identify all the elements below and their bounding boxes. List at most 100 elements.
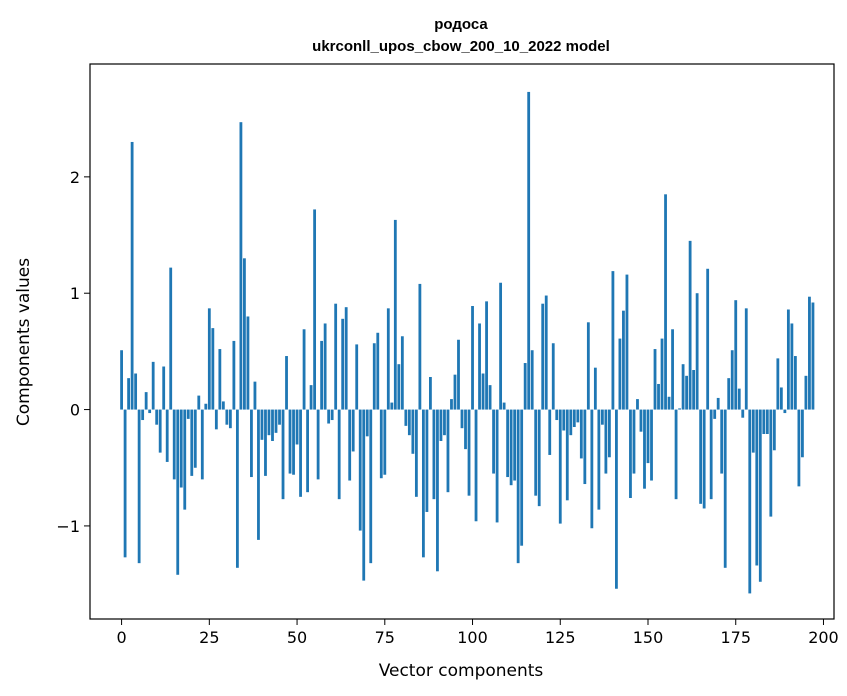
bar-component-44 [274, 409, 278, 433]
bar-component-194 [801, 409, 804, 458]
bar-component-13 [165, 409, 169, 462]
bar-component-8 [148, 409, 152, 414]
bar-component-46 [281, 409, 285, 500]
bar-component-184 [765, 409, 769, 434]
bar-component-85 [418, 283, 422, 410]
bar-component-102 [478, 323, 481, 410]
bar-component-74 [379, 409, 383, 479]
bar-component-20 [190, 409, 194, 476]
bar-component-31 [228, 409, 232, 429]
bar-component-38 [253, 381, 257, 410]
y-tick-label: 2 [70, 168, 80, 187]
bar-component-114 [520, 409, 524, 546]
bar-component-164 [695, 293, 699, 410]
bar-component-146 [632, 409, 636, 474]
bar-component-22 [197, 395, 201, 410]
bar-component-80 [400, 336, 404, 410]
bar-component-191 [790, 323, 794, 410]
bar-component-45 [278, 409, 281, 425]
bar-component-27 [214, 409, 218, 430]
bar-component-155 [664, 194, 667, 410]
bar-component-120 [541, 303, 545, 410]
bar-component-161 [685, 375, 689, 410]
bar-component-17 [179, 409, 183, 488]
bar-component-112 [513, 409, 517, 481]
bar-component-72 [372, 343, 376, 410]
bar-component-189 [783, 409, 787, 414]
bar-component-115 [523, 363, 527, 410]
bar-component-53 [306, 409, 309, 493]
bar-component-76 [386, 308, 390, 410]
bar-component-58 [323, 323, 327, 410]
bar-component-158 [674, 409, 678, 500]
bar-component-51 [299, 409, 302, 497]
bar-component-9 [151, 361, 155, 410]
bar-component-126 [562, 409, 566, 431]
y-tick-label: −1 [56, 517, 80, 536]
bar-component-147 [636, 399, 639, 410]
bar-component-40 [260, 409, 264, 440]
bar-component-167 [706, 268, 710, 410]
bar-component-96 [457, 339, 460, 410]
bar-component-100 [471, 306, 474, 410]
x-tick-label: 200 [808, 628, 839, 647]
bar-component-148 [639, 409, 643, 432]
bar-component-157 [671, 329, 674, 410]
y-tick-label: 1 [70, 284, 80, 303]
bar-component-0 [120, 350, 123, 410]
bar-component-33 [235, 409, 239, 568]
bar-component-170 [716, 397, 720, 410]
bar-component-63 [341, 318, 345, 410]
bar-component-101 [474, 409, 478, 522]
bar-component-136 [597, 409, 601, 510]
bar-component-131 [579, 409, 583, 459]
bar-component-95 [453, 374, 457, 410]
bar-component-4 [134, 373, 138, 410]
bar-component-90 [436, 409, 439, 572]
bar-component-183 [762, 409, 766, 434]
bar-component-103 [481, 373, 485, 410]
bar-component-109 [502, 402, 506, 410]
bar-component-137 [600, 409, 604, 425]
bar-component-93 [446, 409, 450, 493]
bar-series [120, 91, 815, 594]
x-tick-label: 75 [375, 628, 395, 647]
bar-component-127 [565, 409, 569, 501]
bar-component-47 [285, 356, 288, 410]
bar-component-116 [527, 91, 531, 410]
bar-component-1 [123, 409, 127, 558]
bar-component-160 [681, 364, 685, 410]
bar-component-110 [506, 409, 510, 478]
bar-component-39 [257, 409, 260, 540]
bar-component-36 [246, 316, 250, 410]
bar-component-123 [551, 343, 555, 410]
bar-component-171 [720, 409, 724, 474]
bar-component-128 [569, 409, 573, 436]
bar-component-67 [355, 344, 359, 410]
bar-component-108 [499, 282, 503, 410]
bar-component-78 [393, 219, 397, 410]
bar-component-145 [629, 409, 632, 498]
bar-component-52 [302, 329, 306, 410]
bar-component-18 [183, 409, 187, 510]
bar-component-65 [348, 409, 352, 481]
bar-component-190 [786, 309, 790, 410]
bar-component-132 [583, 409, 587, 485]
bar-component-192 [793, 356, 797, 410]
bar-component-24 [204, 403, 208, 410]
bar-component-21 [193, 409, 197, 468]
bar-component-3 [130, 141, 134, 410]
bar-component-153 [657, 383, 660, 410]
bar-component-84 [414, 409, 418, 497]
bar-component-113 [516, 409, 520, 564]
bar-component-6 [141, 409, 145, 421]
bar-component-56 [316, 409, 320, 480]
bar-component-41 [264, 409, 267, 476]
bar-component-195 [804, 375, 808, 410]
plot-area-frame [89, 63, 835, 620]
bar-component-94 [450, 399, 453, 410]
bar-component-182 [758, 409, 762, 582]
bar-component-37 [250, 409, 253, 478]
bar-component-14 [169, 267, 173, 410]
